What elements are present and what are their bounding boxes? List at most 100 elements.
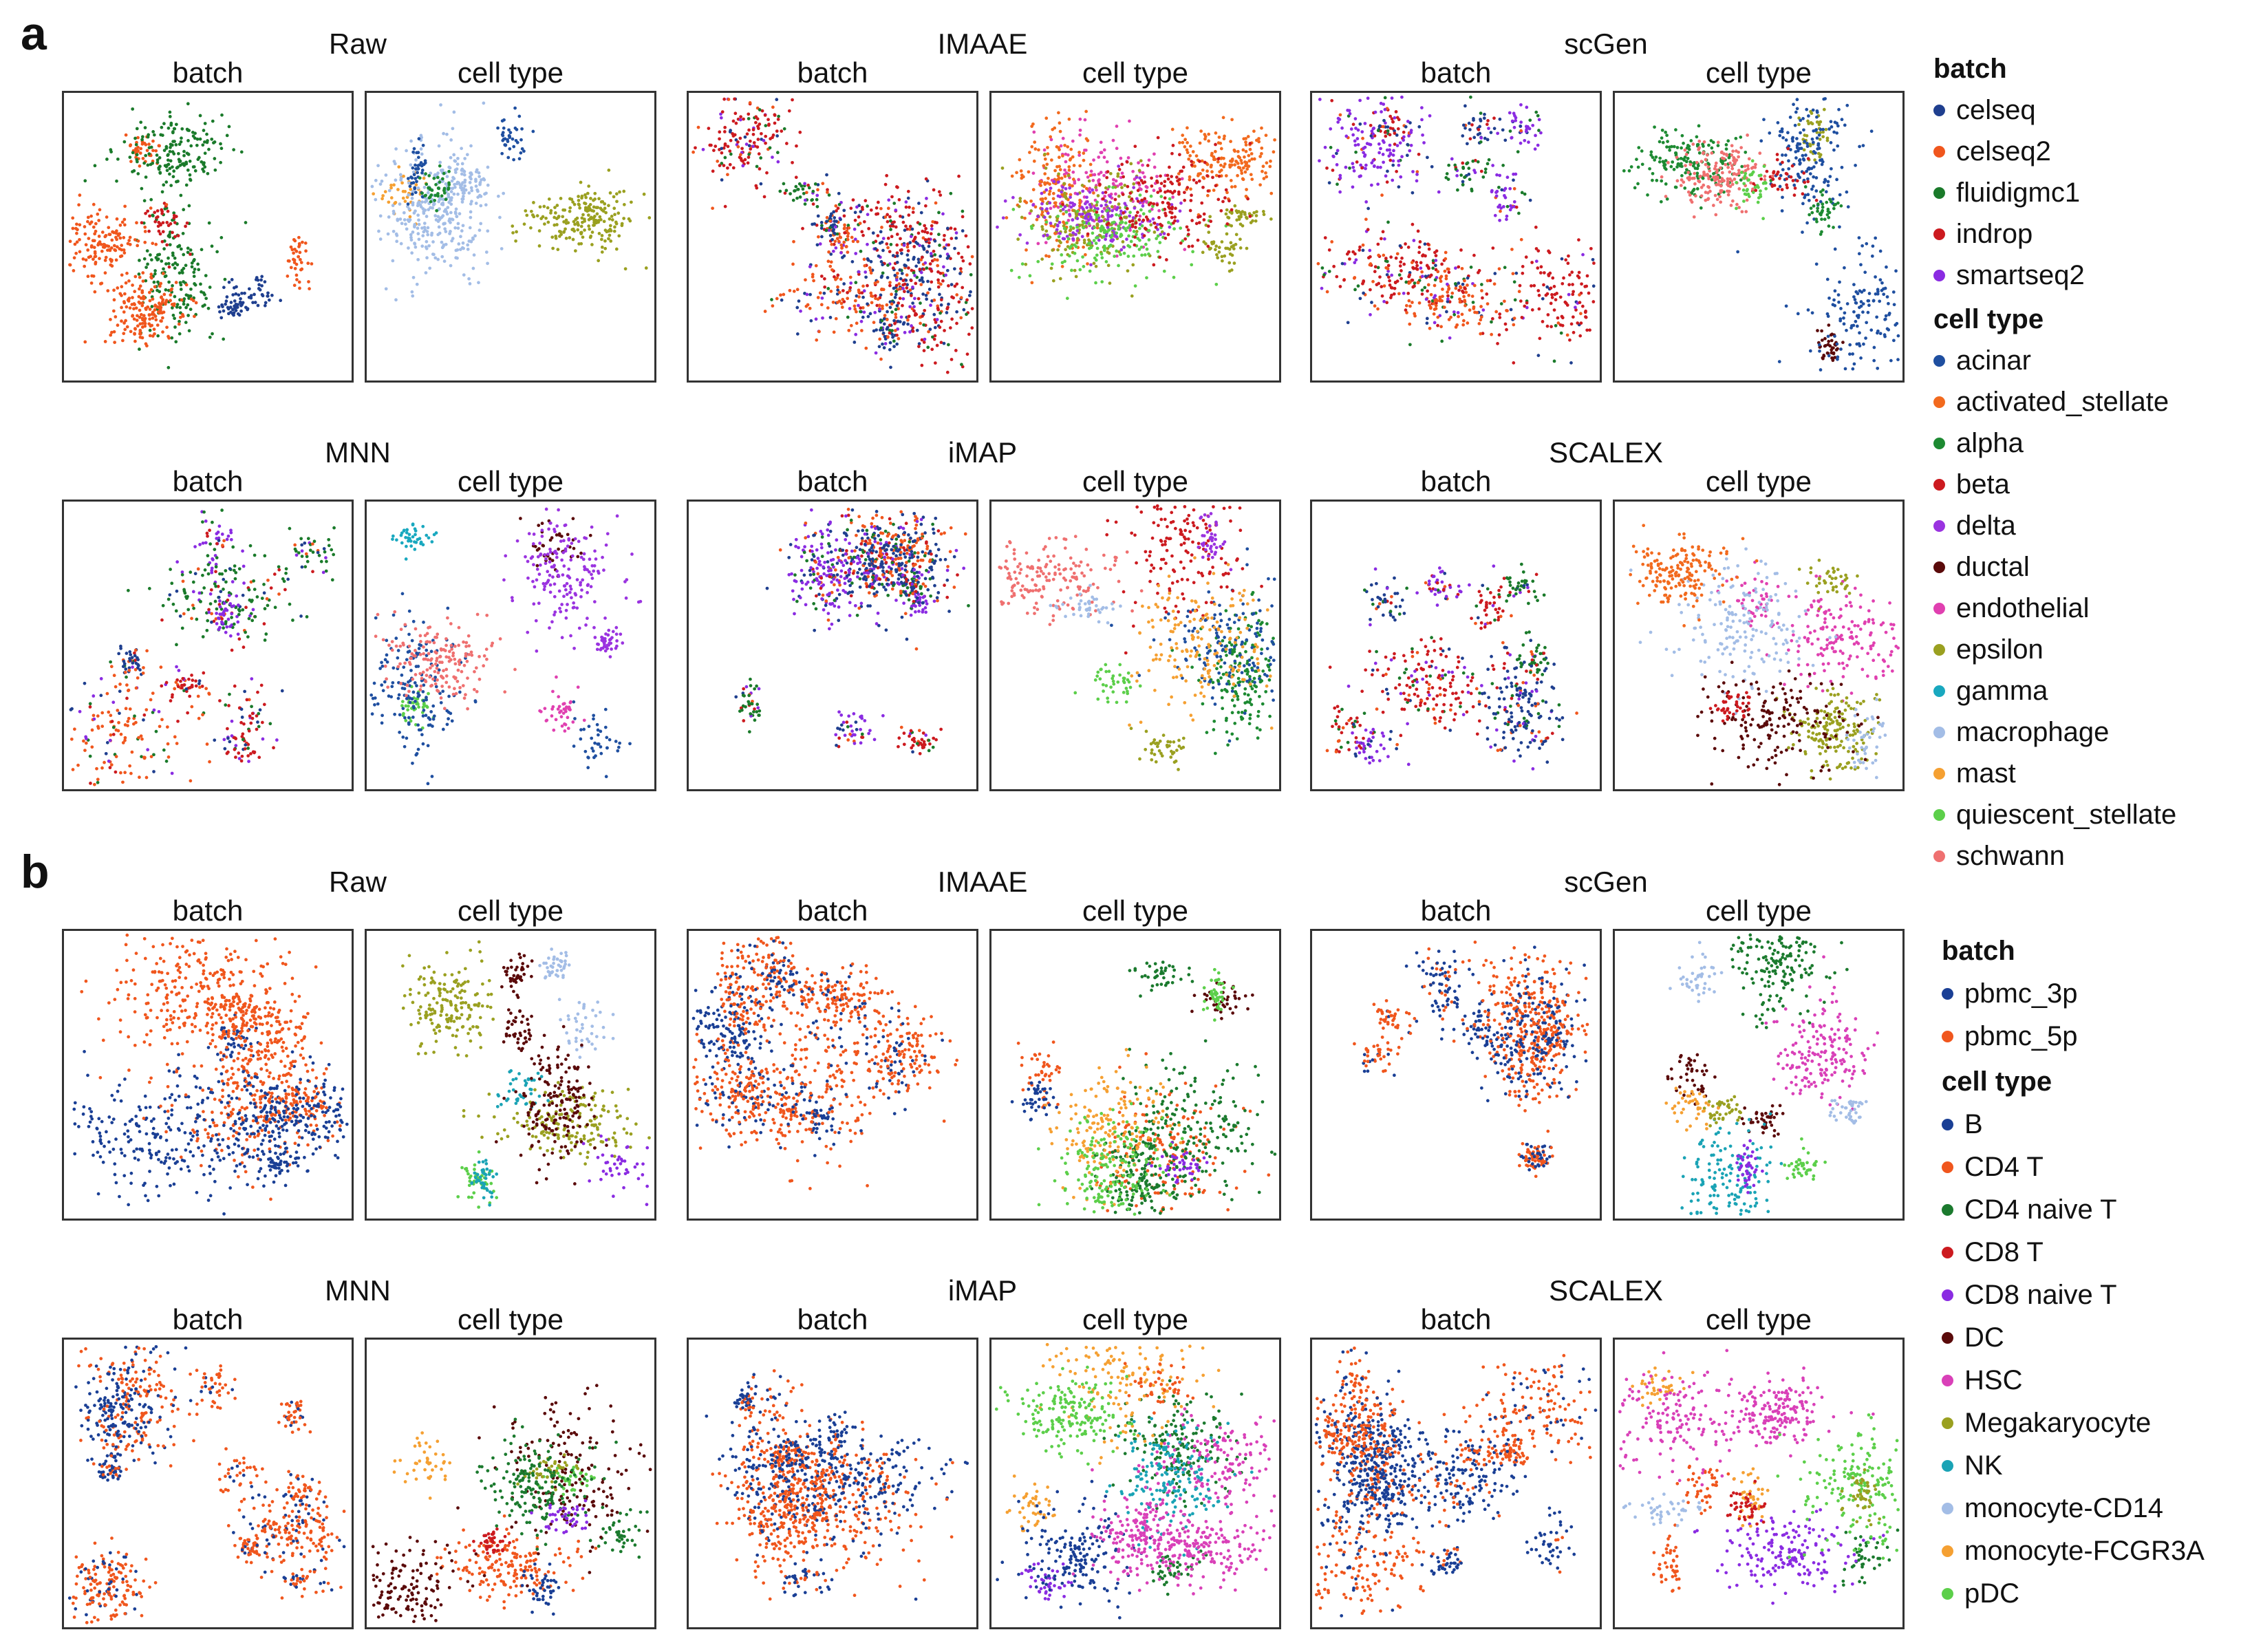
scatter-points [1629, 524, 1900, 786]
legend-title-cell-type: cell type [1942, 1066, 2052, 1097]
umap-plot-imaae-cell-type [989, 929, 1281, 1221]
method-title-raw: Raw [62, 28, 654, 61]
legend-label: B [1964, 1109, 1983, 1140]
subplot-title-cell-type: cell type [1613, 56, 1905, 89]
legend-marker [1942, 1375, 1953, 1386]
legend-title-batch: batch [1933, 54, 2007, 85]
umap-plot-imaae-batch [687, 91, 978, 383]
legend-marker [1933, 479, 1945, 491]
legend-marker [1942, 1161, 1953, 1173]
scatter-svg [1353, 940, 1589, 1179]
scatter-svg [1010, 961, 1277, 1216]
legend-marker [1942, 1289, 1953, 1301]
legend-label: CD8 naive T [1964, 1280, 2117, 1311]
legend-label: smartseq2 [1956, 260, 2085, 291]
legend-label: beta [1956, 469, 2010, 500]
legend-marker [1933, 438, 1945, 449]
method-title-imaae: IMAAE [687, 28, 1278, 61]
subplot-title-cell-type: cell type [1613, 465, 1905, 498]
legend-marker [1933, 270, 1945, 281]
legend-item-cell-type: DC [1942, 1322, 2004, 1353]
legend-title-batch: batch [1942, 936, 2015, 967]
legend-item-cell-type: Megakaryocyte [1942, 1408, 2151, 1439]
legend-item-cell-type: CD8 T [1942, 1237, 2044, 1268]
umap-plot-scgen-cell-type [1613, 91, 1905, 383]
scatter-svg [996, 109, 1276, 300]
legend-item-cell-type: NK [1942, 1450, 2003, 1481]
scatter-svg [1629, 524, 1900, 786]
legend-label: fluidigmc1 [1956, 178, 2080, 208]
scatter-svg [705, 1369, 969, 1601]
legend-marker [1933, 228, 1945, 240]
scatter-svg [734, 507, 970, 755]
legend-label: delta [1956, 511, 2016, 541]
umap-plot-raw-batch [62, 91, 354, 383]
scatter-svg [400, 940, 651, 1209]
legend-label: ductal [1956, 552, 2030, 583]
scatter-points [1353, 940, 1589, 1179]
umap-plot-mnn-cell-type [365, 1338, 656, 1629]
umap-plot-imap-batch [687, 500, 978, 791]
scatter-svg [1325, 562, 1578, 771]
scatter-points [1622, 97, 1900, 372]
legend-marker [1933, 187, 1945, 199]
scatter-points [705, 1369, 969, 1601]
legend-marker [1933, 644, 1945, 656]
subplot-title-batch: batch [687, 56, 978, 89]
umap-plot-imap-cell-type [989, 1338, 1281, 1629]
legend-marker [1942, 1460, 1953, 1472]
subplot-title-batch: batch [62, 1303, 354, 1336]
subplot-title-cell-type: cell type [989, 894, 1281, 927]
subplot-title-cell-type: cell type [989, 465, 1281, 498]
subplot-title-batch: batch [687, 1303, 978, 1336]
legend-marker [1933, 146, 1945, 158]
legend-item-batch: pbmc_3p [1942, 978, 2078, 1009]
scatter-svg [691, 97, 974, 374]
umap-plot-raw-cell-type [365, 91, 656, 383]
legend-item-cell-type: schwann [1933, 841, 2065, 872]
legend-item-cell-type: beta [1933, 469, 2010, 500]
scatter-points [1010, 961, 1277, 1216]
scatter-points [370, 101, 652, 302]
legend-item-cell-type: quiescent_stellate [1933, 800, 2176, 830]
subplot-title-cell-type: cell type [365, 1303, 656, 1336]
legend-marker [1933, 768, 1945, 780]
umap-plot-scgen-batch [1310, 91, 1602, 383]
legend-label: acinar [1956, 345, 2031, 376]
subplot-title-batch: batch [62, 465, 354, 498]
legend-label: Megakaryocyte [1964, 1408, 2151, 1439]
scatter-svg [998, 504, 1276, 771]
subplot-title-batch: batch [1310, 56, 1602, 89]
umap-plot-scalex-cell-type [1613, 1338, 1905, 1629]
legend-label: epsilon [1956, 634, 2044, 665]
legend-label: macrophage [1956, 717, 2109, 748]
scatter-points [371, 1384, 652, 1623]
legend-label: CD4 T [1964, 1152, 2044, 1183]
umap-plot-scalex-cell-type [1613, 500, 1905, 791]
legend-marker [1933, 603, 1945, 614]
legend-item-cell-type: acinar [1933, 345, 2031, 376]
legend-item-cell-type: HSC [1942, 1365, 2022, 1396]
scatter-svg [1314, 1347, 1598, 1618]
legend-label: CD8 T [1964, 1237, 2044, 1268]
subplot-title-batch: batch [62, 894, 354, 927]
legend-item-cell-type: activated_stellate [1933, 387, 2169, 418]
scatter-points [1325, 562, 1578, 771]
scatter-svg [68, 102, 314, 369]
umap-plot-scalex-batch [1310, 500, 1602, 791]
subplot-title-batch: batch [1310, 1303, 1602, 1336]
legend-label: mast [1956, 758, 2016, 789]
legend-label: pDC [1964, 1578, 2019, 1609]
legend-label: activated_stellate [1956, 387, 2169, 418]
scatter-svg [369, 507, 643, 786]
legend-label: quiescent_stellate [1956, 800, 2176, 830]
scatter-points [994, 1342, 1276, 1620]
method-title-scgen: scGen [1310, 866, 1902, 899]
scatter-points [1618, 1349, 1900, 1605]
legend-item-batch: pbmc_5p [1942, 1021, 2078, 1052]
legend-item-cell-type: macrophage [1933, 717, 2109, 748]
scatter-svg [1618, 1349, 1900, 1605]
legend-item-cell-type: epsilon [1933, 634, 2044, 665]
legend-title-cell-type: cell type [1933, 304, 2044, 335]
subplot-title-batch: batch [1310, 465, 1602, 498]
